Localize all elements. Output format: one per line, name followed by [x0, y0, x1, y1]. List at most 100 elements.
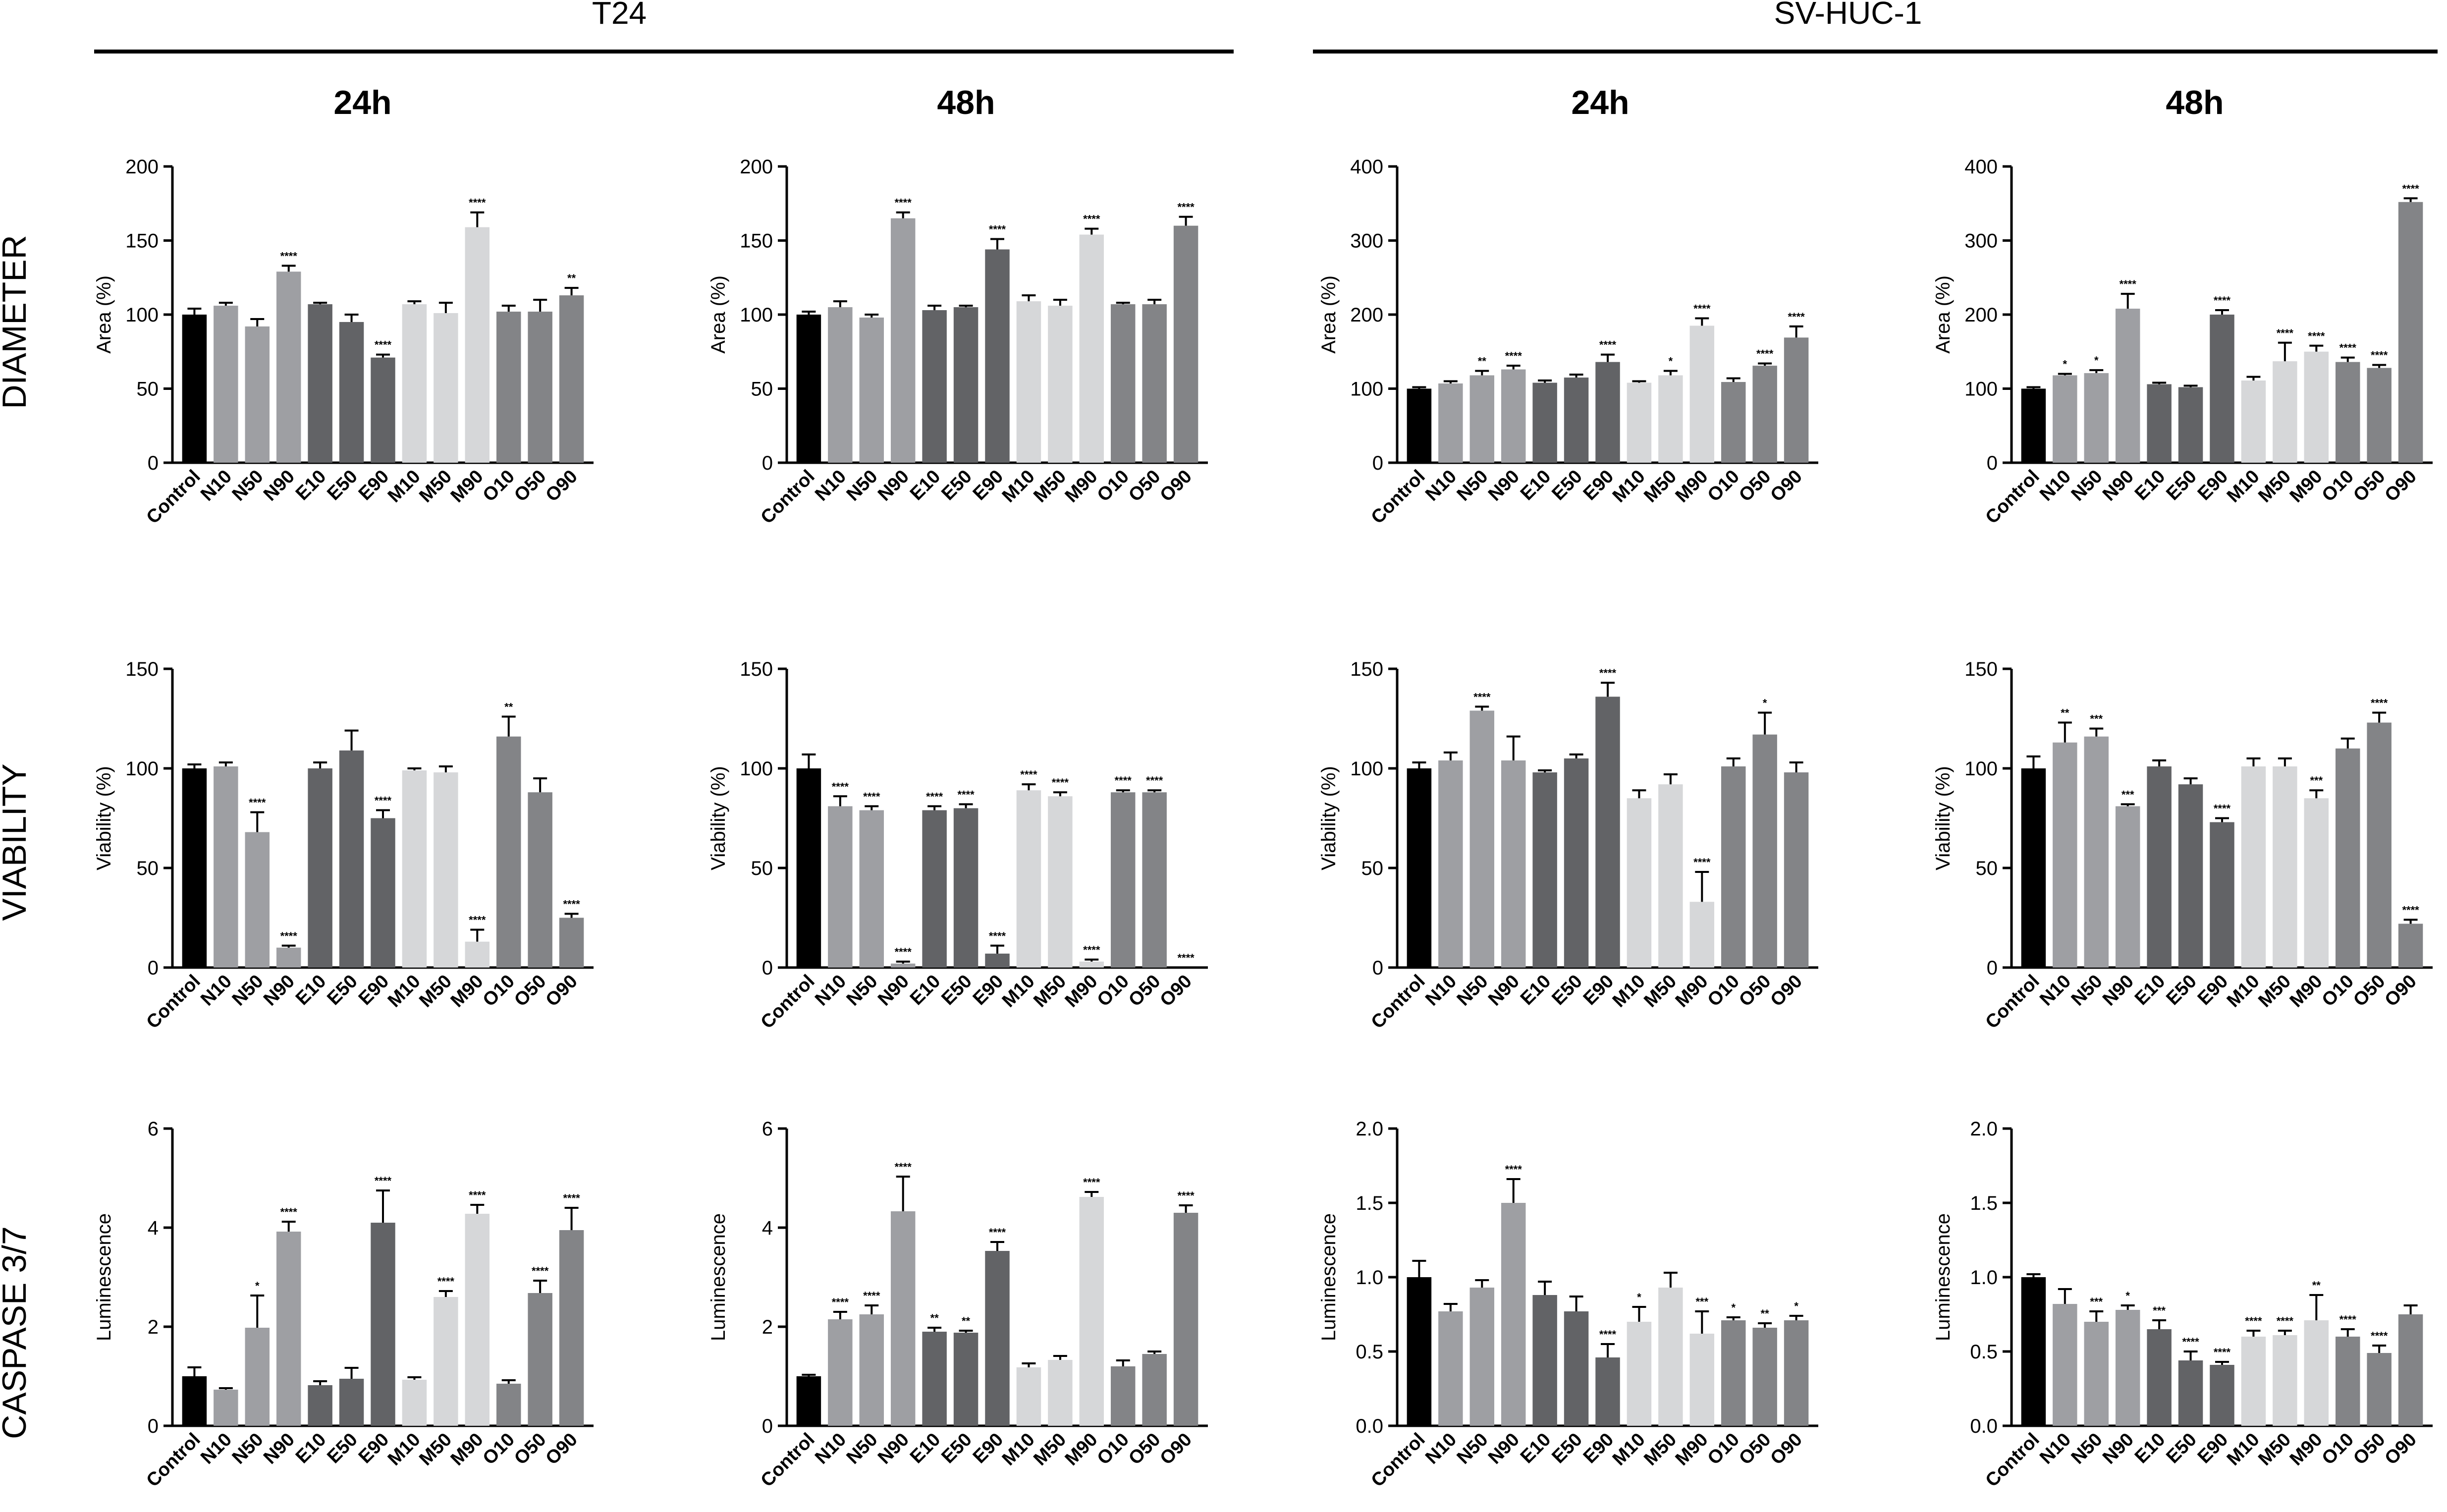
y-tick-label: 0.5 — [1970, 1341, 1998, 1363]
y-axis-label: Viability (%) — [1318, 766, 1340, 870]
bar-o90 — [2398, 202, 2423, 463]
group-label-sv-huc-1: SV-HUC-1 — [1774, 0, 1922, 31]
category-label: N10 — [811, 1429, 850, 1468]
category-label: E10 — [2131, 971, 2170, 1010]
category-label: E10 — [2131, 1429, 2170, 1468]
significance-mark: **** — [1083, 213, 1100, 225]
significance-mark: **** — [1115, 774, 1132, 787]
y-tick-label: 50 — [1361, 858, 1384, 879]
bar-o50 — [528, 312, 552, 463]
bar-e50 — [2178, 387, 2203, 463]
significance-mark: **** — [926, 790, 943, 803]
category-label: M90 — [1061, 1429, 1102, 1470]
category-label: Control — [1982, 466, 2044, 528]
y-axis-label: Luminescence — [1318, 1213, 1340, 1341]
category-label: E10 — [1517, 466, 1555, 505]
significance-mark: ** — [2061, 707, 2069, 719]
category-label: O90 — [542, 1429, 581, 1469]
significance-mark: * — [2063, 358, 2067, 371]
bar-m50 — [1658, 784, 1683, 968]
category-label: E50 — [2162, 466, 2201, 505]
category-label: M10 — [998, 466, 1039, 507]
category-label: M50 — [1030, 1429, 1070, 1470]
bar-n50 — [245, 832, 270, 968]
bar-m90 — [2304, 1320, 2329, 1426]
category-label: E90 — [1579, 466, 1618, 505]
significance-mark: **** — [2371, 349, 2388, 362]
bar-e10 — [1532, 1295, 1557, 1426]
category-label: E90 — [2194, 466, 2232, 505]
y-tick-label: 200 — [125, 156, 159, 178]
category-label: N10 — [197, 1429, 236, 1468]
category-label: N90 — [874, 1429, 913, 1468]
bar-m50 — [1658, 375, 1683, 463]
y-tick-label: 0 — [1987, 957, 1998, 979]
category-label: M50 — [1030, 971, 1070, 1012]
category-label: E90 — [1579, 971, 1618, 1010]
y-tick-label: 100 — [1964, 378, 1998, 400]
y-tick-label: 0 — [762, 957, 773, 979]
category-label: O50 — [1125, 1429, 1164, 1469]
significance-mark: ** — [1478, 355, 1487, 368]
category-label: N50 — [2067, 466, 2107, 505]
y-tick-label: 50 — [751, 378, 773, 400]
category-label: M10 — [2223, 971, 2264, 1012]
category-label: M50 — [1030, 466, 1070, 507]
y-tick-label: 400 — [1964, 156, 1998, 178]
bar-o50 — [2367, 722, 2392, 968]
significance-mark: **** — [1599, 339, 1617, 351]
bar-o10 — [1110, 1366, 1136, 1426]
y-tick-label: 150 — [740, 230, 773, 252]
significance-mark: *** — [1695, 1296, 1708, 1308]
y-tick-label: 300 — [1964, 230, 1998, 252]
significance-mark: **** — [469, 197, 486, 209]
category-label: N10 — [2036, 971, 2075, 1010]
bar-o50 — [1752, 734, 1777, 968]
chart-4: 0 100 200 300 400 Area (%) Control * N10 * N50 ****… — [1932, 156, 2433, 528]
category-label: Control — [143, 971, 205, 1033]
bar-control — [2021, 388, 2046, 463]
bar-o50 — [2367, 368, 2392, 463]
category-label: N10 — [2036, 466, 2075, 505]
category-label: M90 — [2286, 971, 2327, 1012]
bar-n90 — [2115, 1310, 2140, 1426]
significance-mark: ** — [504, 701, 513, 713]
significance-mark: **** — [280, 930, 298, 942]
y-tick-label: 4 — [148, 1217, 159, 1239]
category-label: O90 — [1156, 466, 1196, 506]
category-label: Control — [143, 1429, 205, 1491]
bar-m10 — [2241, 766, 2266, 968]
row-label-viability: VIABILITY — [0, 763, 33, 920]
bar-e50 — [953, 808, 979, 968]
bar-m90 — [2304, 798, 2329, 968]
bar-n10 — [828, 307, 853, 463]
bar-e50 — [1564, 378, 1589, 463]
bar-o90 — [1784, 772, 1809, 968]
bar-n90 — [890, 1211, 916, 1426]
bar-m90 — [1689, 1334, 1715, 1426]
category-label: O10 — [1704, 1429, 1743, 1469]
y-tick-label: 2.0 — [1970, 1118, 1998, 1140]
y-tick-label: 0.0 — [1356, 1415, 1383, 1437]
category-label: N10 — [2036, 1429, 2075, 1468]
category-label: Control — [757, 466, 819, 528]
category-label: E90 — [969, 971, 1008, 1010]
bar-m10 — [1627, 382, 1652, 463]
y-tick-label: 200 — [1350, 304, 1383, 326]
bar-n10 — [214, 1390, 238, 1426]
significance-mark: **** — [895, 946, 912, 958]
category-label: N50 — [228, 466, 268, 505]
category-label: M10 — [2223, 466, 2264, 507]
bar-n50 — [859, 317, 884, 463]
chart-10: 0246LuminescenceControl****N10****N50***… — [707, 1118, 1208, 1491]
significance-mark: * — [1637, 1291, 1641, 1303]
category-label: Control — [1367, 971, 1429, 1033]
category-label: M90 — [1672, 466, 1712, 507]
bar-e50 — [2178, 1360, 2203, 1426]
bar-n10 — [1438, 760, 1463, 968]
significance-mark: **** — [2120, 278, 2137, 290]
